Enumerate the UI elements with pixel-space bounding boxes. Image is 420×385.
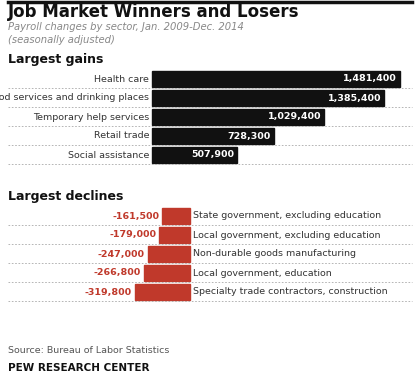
Text: Local government, education: Local government, education	[193, 268, 332, 278]
Bar	[152, 128, 274, 144]
Text: Non-durable goods manufacturing: Non-durable goods manufacturing	[193, 249, 356, 258]
Text: 507,900: 507,900	[191, 151, 234, 159]
Text: Payroll changes by sector, Jan. 2009-Dec. 2014
(seasonally adjusted): Payroll changes by sector, Jan. 2009-Dec…	[8, 22, 244, 45]
Text: Specialty trade contractors, construction: Specialty trade contractors, constructio…	[193, 288, 388, 296]
Bar	[152, 71, 400, 87]
Text: -161,500: -161,500	[112, 211, 159, 221]
Bar	[152, 109, 324, 125]
Text: Health care: Health care	[94, 75, 149, 84]
Text: State government, excluding education: State government, excluding education	[193, 211, 381, 221]
Text: 1,029,400: 1,029,400	[268, 112, 321, 122]
Text: -319,800: -319,800	[85, 288, 132, 296]
Bar	[152, 147, 237, 163]
Text: Largest declines: Largest declines	[8, 190, 123, 203]
Text: 728,300: 728,300	[228, 132, 271, 141]
Bar	[159, 227, 190, 243]
Text: 1,385,400: 1,385,400	[328, 94, 381, 102]
Text: -179,000: -179,000	[109, 231, 156, 239]
Text: Food services and drinking places: Food services and drinking places	[0, 94, 149, 102]
Bar	[152, 90, 384, 106]
Bar	[144, 265, 190, 281]
Bar	[135, 284, 190, 300]
Bar	[147, 246, 190, 262]
Text: Source: Bureau of Labor Statistics: Source: Bureau of Labor Statistics	[8, 346, 169, 355]
Text: Social assistance: Social assistance	[68, 151, 149, 159]
Text: Retail trade: Retail trade	[94, 132, 149, 141]
Text: -266,800: -266,800	[94, 268, 141, 278]
Text: PEW RESEARCH CENTER: PEW RESEARCH CENTER	[8, 363, 150, 373]
Text: Temporary help services: Temporary help services	[33, 112, 149, 122]
Text: Job Market Winners and Losers: Job Market Winners and Losers	[8, 3, 299, 21]
Text: 1,481,400: 1,481,400	[343, 75, 397, 84]
Text: -247,000: -247,000	[97, 249, 144, 258]
Text: Local government, excluding education: Local government, excluding education	[193, 231, 381, 239]
Text: Largest gains: Largest gains	[8, 53, 103, 66]
Bar	[162, 208, 190, 224]
